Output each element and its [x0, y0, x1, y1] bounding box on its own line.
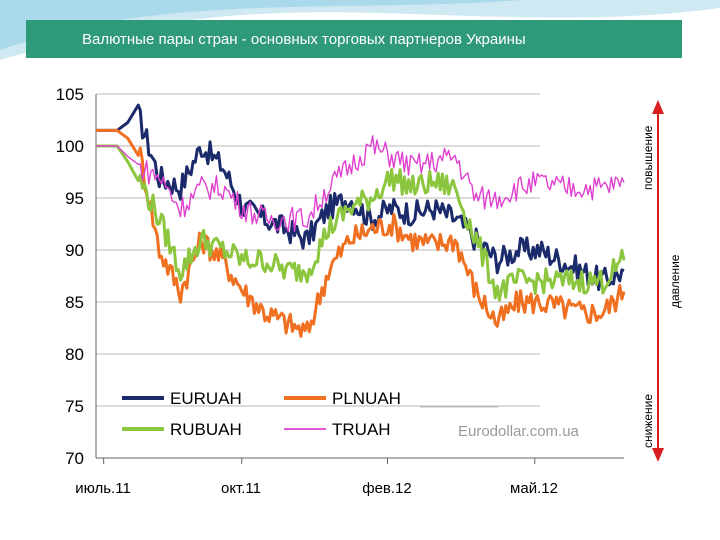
- y-tick-label: 95: [65, 189, 84, 208]
- arrow-head-up: [652, 100, 664, 114]
- side-label-pressure: давление: [668, 254, 682, 308]
- side-label-down: снижение: [641, 393, 655, 448]
- legend-label: TRUAH: [332, 420, 391, 439]
- x-tick-label: май.12: [510, 480, 558, 497]
- y-tick-label: 75: [65, 397, 84, 416]
- y-tick-label: 85: [65, 293, 84, 312]
- series-line-plnuah: [96, 128, 626, 338]
- y-tick-label: 105: [56, 85, 84, 104]
- arrow-head-down: [652, 448, 664, 462]
- y-tick-label: 80: [65, 345, 84, 364]
- x-tick-label: июль.11: [75, 480, 131, 497]
- watermark: Eurodollar.com.ua: [458, 423, 580, 440]
- legend-label: RUBUAH: [170, 420, 242, 439]
- y-tick-label: 100: [56, 137, 84, 156]
- x-tick-label: фев.12: [362, 480, 412, 497]
- legend-label: PLNUAH: [332, 389, 401, 408]
- side-label-up: повышение: [641, 125, 655, 190]
- page-title-text: Валютные пары стран - основных торговых …: [82, 30, 526, 48]
- x-tick-label: окт.11: [220, 480, 262, 497]
- series-line-truah: [96, 135, 625, 232]
- y-tick-label: 70: [65, 449, 84, 468]
- page-title: Валютные пары стран - основных торговых …: [26, 20, 682, 58]
- legend-label: EURUAH: [170, 389, 242, 408]
- y-tick-label: 90: [65, 241, 84, 260]
- series-line-rubuah: [96, 144, 626, 302]
- decorative-wave: [0, 0, 720, 60]
